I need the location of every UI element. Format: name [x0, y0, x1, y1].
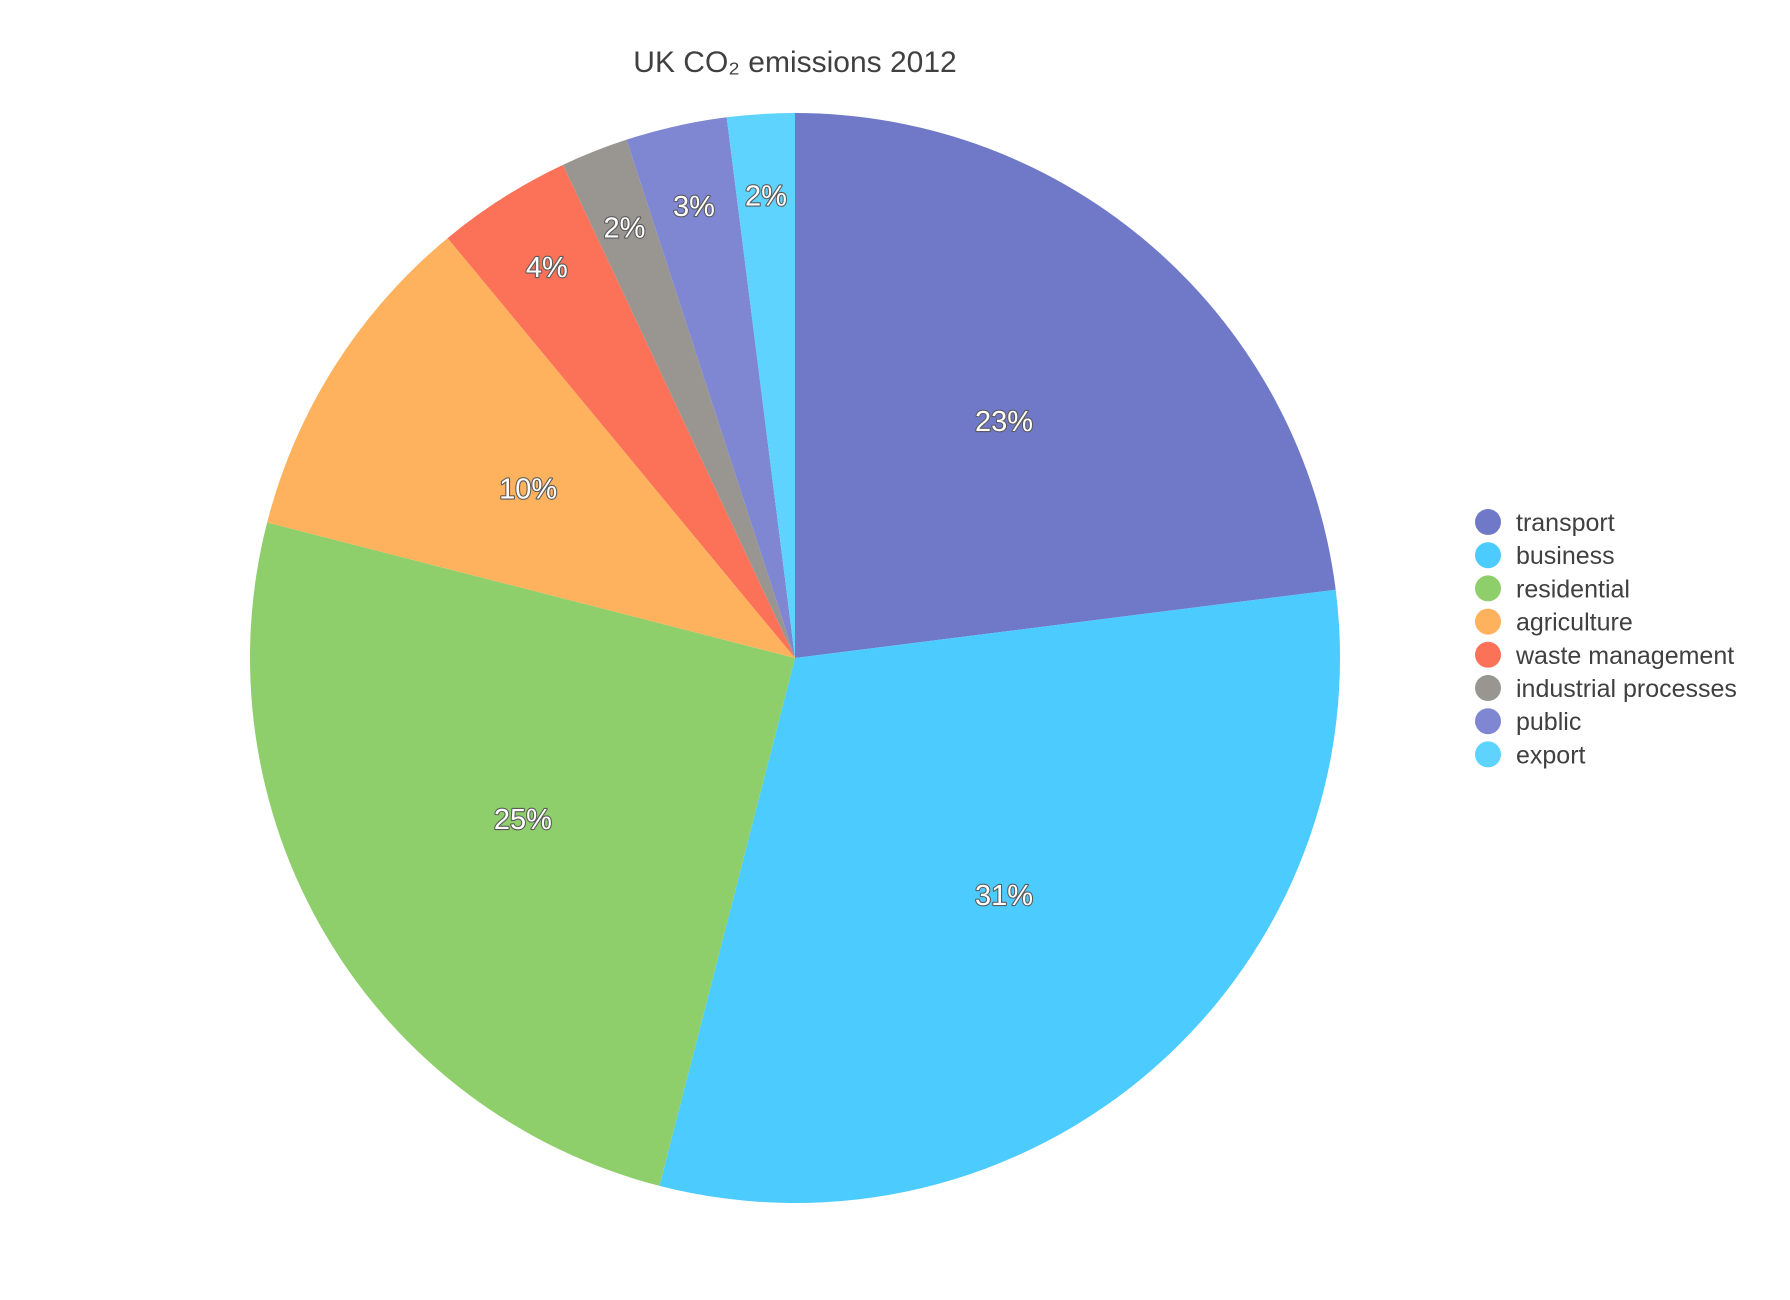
legend-swatch-business	[1475, 542, 1501, 569]
pie-slice-industrial-processes	[562, 139, 795, 658]
pie-slice-waste-management	[447, 164, 795, 658]
pie-slice-transport	[795, 113, 1336, 658]
legend-label-agriculture: agriculture	[1516, 609, 1633, 637]
pie-slice-public	[626, 117, 795, 658]
legend-swatch-transport	[1475, 509, 1501, 535]
legend-swatch-waste-management	[1475, 641, 1501, 668]
legend-swatch-industrial-processes	[1475, 675, 1501, 701]
legend-swatch-public	[1475, 708, 1501, 735]
legend-swatch-residential	[1475, 575, 1501, 602]
slice-label-industrial-processes: 2%	[604, 212, 646, 244]
legend-label-business: business	[1516, 542, 1615, 570]
legend-swatch-export	[1475, 741, 1501, 768]
legend-label-industrial-processes: industrial processes	[1516, 675, 1737, 703]
legend-label-transport: transport	[1516, 509, 1615, 537]
slice-label-public: 3%	[673, 191, 715, 223]
slice-label-business: 31%	[975, 880, 1033, 912]
legend-label-waste-management: waste management	[1515, 642, 1734, 670]
slice-labels: 23% 31% 25% 10% 4% 2% 3% 2%	[493, 180, 1034, 914]
legend-label-export: export	[1516, 741, 1586, 769]
chart-title: UK CO₂ emissions 2012	[633, 46, 956, 79]
slice-label-export: 2%	[745, 181, 787, 213]
legend-swatch-agriculture	[1475, 608, 1501, 635]
slice-label-waste-management: 4%	[526, 252, 568, 284]
pie-slices	[250, 113, 1340, 1203]
slice-label-transport: 23%	[975, 406, 1033, 438]
pie-slice-agriculture	[267, 238, 795, 658]
pie-slice-business	[659, 589, 1340, 1203]
pie-slice-residential	[250, 522, 795, 1186]
legend-label-residential: residential	[1516, 575, 1630, 603]
legend: transport business residential agriculture w…	[1475, 509, 1737, 769]
legend-label-public: public	[1516, 708, 1581, 736]
pie-slice-export	[726, 113, 795, 658]
slice-label-agriculture: 10%	[499, 474, 557, 506]
slice-label-residential: 25%	[494, 804, 552, 836]
